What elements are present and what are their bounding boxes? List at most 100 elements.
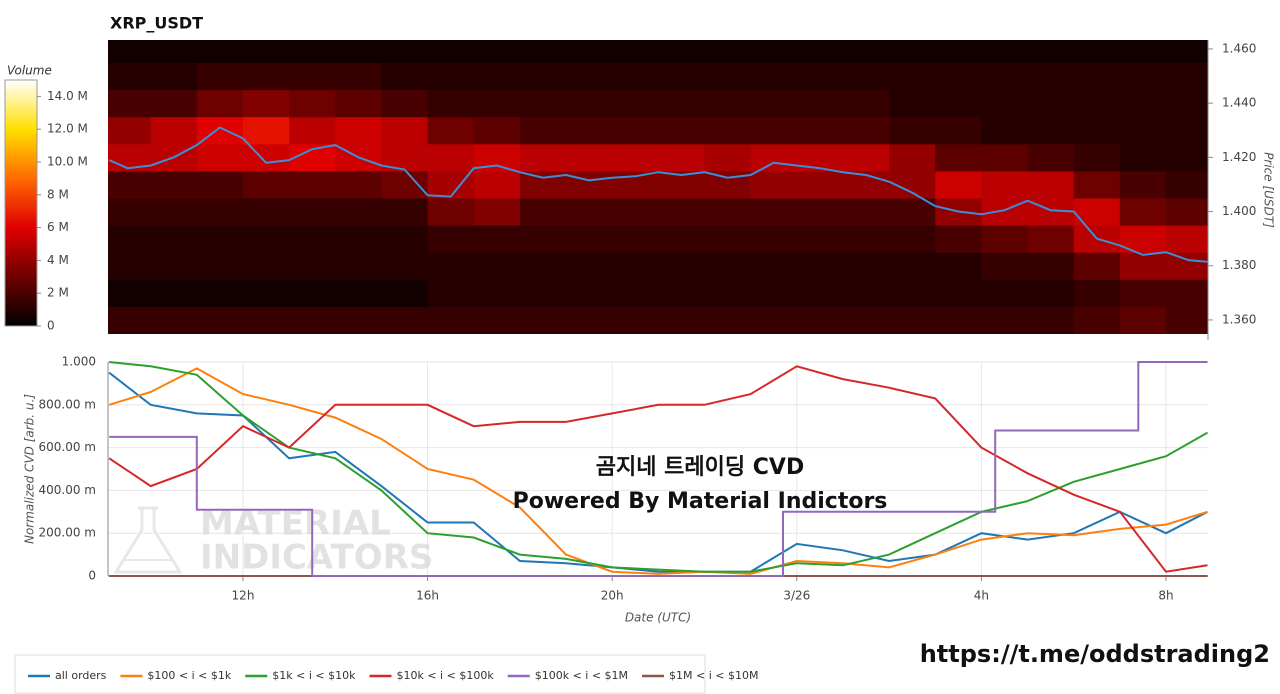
footer-link: https://t.me/oddstrading2: [920, 640, 1270, 668]
heat-cell: [519, 197, 567, 226]
heat-cell: [935, 143, 982, 172]
x-tick-label: 8h: [1158, 589, 1173, 603]
heat-cell: [612, 40, 659, 63]
heat-cell: [1027, 89, 1075, 118]
heat-cell: [1027, 225, 1075, 253]
x-tick-label: 16h: [416, 589, 439, 603]
heat-cell: [289, 225, 336, 253]
heat-cell: [1119, 279, 1167, 307]
heat-cell: [473, 252, 521, 280]
cvd-line: [108, 367, 1208, 575]
heat-cell: [242, 89, 290, 118]
heat-cell: [1027, 279, 1075, 307]
colorbar-tick-label: 4 M: [47, 253, 69, 267]
heat-cell: [796, 89, 844, 118]
heat-cell: [612, 225, 659, 253]
heat-cell: [796, 62, 844, 91]
heat-cell: [1119, 116, 1167, 145]
heat-cell: [1073, 170, 1121, 199]
heat-cell: [473, 306, 521, 334]
heat-cell: [612, 89, 659, 118]
heat-cell: [381, 89, 429, 118]
heat-cell: [981, 170, 1029, 199]
heat-cell: [658, 89, 705, 118]
heat-cell: [935, 62, 982, 91]
heat-cell: [842, 116, 890, 145]
heat-cell: [935, 116, 982, 145]
heat-cell: [196, 197, 244, 226]
heat-cell: [750, 116, 798, 145]
heat-cell: [566, 306, 613, 334]
heat-cell: [658, 252, 705, 280]
heat-cell: [473, 170, 521, 199]
y-tick-label: 200.00 m: [39, 526, 97, 540]
heat-cell: [242, 306, 290, 334]
heat-cell: [108, 170, 152, 199]
heat-cell: [108, 62, 152, 91]
heat-cell: [1119, 197, 1167, 226]
heat-cell: [612, 143, 659, 172]
heat-cell: [566, 252, 613, 280]
y-tick-label: 1.460: [1222, 41, 1256, 55]
heat-cell: [381, 197, 429, 226]
annotation: 곰지네 트레이딩 CVD: [596, 455, 804, 480]
colorbar-tick-label: 8 M: [47, 187, 69, 201]
heat-cell: [889, 62, 936, 91]
legend-label: $1M < i < $10M: [669, 669, 758, 682]
heat-cell: [1119, 306, 1167, 334]
heat-cell: [1166, 143, 1208, 172]
heat-cell: [150, 197, 198, 226]
heat-cell: [796, 225, 844, 253]
heat-cell: [889, 40, 936, 63]
heat-cell: [704, 116, 752, 145]
heat-cell: [750, 225, 798, 253]
colorbar-title: Volume: [7, 64, 52, 78]
y-tick-label: 1.400: [1222, 204, 1256, 218]
heat-cell: [196, 143, 244, 172]
heat-cell: [335, 252, 382, 280]
heat-cell: [1119, 62, 1167, 91]
y-tick-label: 1.440: [1222, 96, 1256, 110]
heat-cell: [935, 89, 982, 118]
heat-cell: [1166, 279, 1208, 307]
heat-cell: [150, 306, 198, 334]
heat-cell: [427, 89, 475, 118]
heat-cell: [750, 143, 798, 172]
heat-cell: [750, 170, 798, 199]
heat-cell: [381, 40, 429, 63]
heat-cell: [473, 279, 521, 307]
heat-cell: [612, 170, 659, 199]
heat-cell: [1073, 62, 1121, 91]
x-axis-label: Date (UTC): [625, 611, 691, 625]
heat-cell: [981, 225, 1029, 253]
y-tick-label: 600.00 m: [39, 440, 97, 454]
heat-cell: [242, 116, 290, 145]
heat-cell: [427, 197, 475, 226]
heat-cell: [842, 306, 890, 334]
y-tick-label: 0: [88, 569, 96, 583]
legend-label: $10k < i < $100k: [396, 669, 494, 682]
heat-cell: [108, 306, 152, 334]
heat-cell: [981, 143, 1029, 172]
heat-cell: [750, 306, 798, 334]
watermark-icon: [113, 506, 183, 574]
heat-cell: [566, 170, 613, 199]
heat-cell: [196, 279, 244, 307]
heat-cell: [658, 225, 705, 253]
heat-cell: [1027, 170, 1075, 199]
heat-cell: [1027, 252, 1075, 280]
heat-cell: [519, 89, 567, 118]
heat-cell: [289, 197, 336, 226]
heat-cell: [612, 306, 659, 334]
heat-cell: [108, 197, 152, 226]
heat-cell: [1027, 116, 1075, 145]
heat-cell: [335, 306, 382, 334]
heat-cell: [981, 89, 1029, 118]
x-tick-label: 3/26: [783, 589, 810, 603]
heat-cell: [108, 116, 152, 145]
heat-cell: [842, 225, 890, 253]
heat-cell: [981, 116, 1029, 145]
cvd-line: [109, 361, 1208, 577]
heat-cell: [335, 116, 382, 145]
heat-cell: [1166, 40, 1208, 63]
